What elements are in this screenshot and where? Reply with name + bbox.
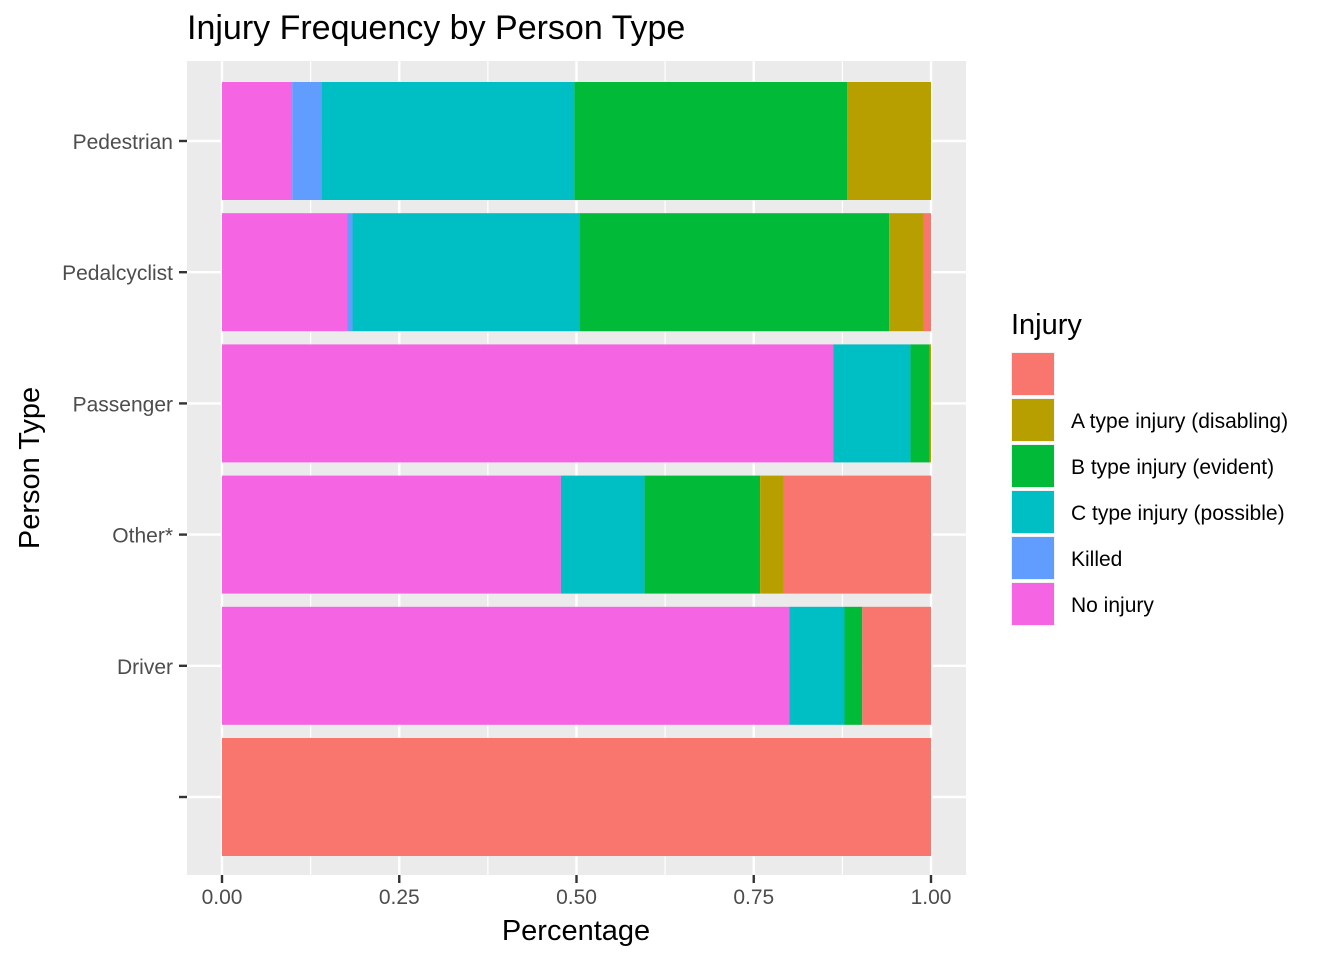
legend-key	[1012, 491, 1054, 533]
x-tick-label: 1.00	[911, 886, 952, 909]
bar-segment-killed	[292, 82, 322, 200]
legend-label: A type injury (disabling)	[1071, 410, 1288, 433]
bar-segment-a-type-injury-disabling-	[847, 82, 931, 200]
bar-segment-no-injury	[222, 606, 790, 725]
legend-key	[1012, 353, 1054, 395]
y-tick-label: Driver	[117, 656, 173, 679]
x-axis-title: Percentage	[502, 915, 650, 947]
y-tick-label: Other*	[112, 525, 173, 548]
bar-segment-a-type-injury-disabling-	[760, 475, 784, 594]
bar-segment-b-type-injury-evident-	[644, 475, 761, 594]
legend-key	[1012, 583, 1054, 625]
bar-segment-c-type-injury-possible-	[560, 475, 645, 594]
x-axis: 0.00 0.25 0.50 0.75 1.00	[202, 875, 952, 909]
legend-title: Injury	[1011, 309, 1082, 341]
bar-segment-blank	[222, 738, 931, 856]
bar-segment-blank	[783, 475, 931, 594]
chart-title: Injury Frequency by Person Type	[187, 9, 685, 47]
bars	[222, 82, 931, 856]
bar-segment-blank	[862, 606, 931, 725]
x-tick-label: 0.00	[202, 886, 243, 909]
bar-segment-b-type-injury-evident-	[910, 344, 930, 463]
legend-key	[1012, 537, 1054, 579]
y-axis-title: Person Type	[14, 387, 46, 549]
y-tick-label: Passenger	[73, 393, 173, 416]
legend-key	[1012, 399, 1054, 441]
bar-segment-c-type-injury-possible-	[321, 82, 575, 200]
bar-segment-killed	[347, 213, 353, 332]
bar-segment-no-injury	[222, 475, 561, 594]
bar-segment-b-type-injury-evident-	[579, 213, 890, 332]
y-tick-label: Pedalcyclist	[62, 262, 173, 285]
bar-segment-a-type-injury-disabling-	[929, 344, 931, 463]
bar-segment-blank	[923, 213, 931, 332]
legend-label: B type injury (evident)	[1071, 456, 1274, 479]
y-axis: Driver Other* Passenger Pedalcyclist Pedestr…	[62, 131, 187, 799]
bar-segment-a-type-injury-disabling-	[889, 213, 924, 332]
legend-label: No injury	[1071, 594, 1154, 617]
bar-segment-c-type-injury-possible-	[789, 606, 845, 725]
bar-segment-c-type-injury-possible-	[352, 213, 580, 332]
x-tick-label: 0.75	[733, 886, 774, 909]
bar-segment-no-injury	[222, 344, 834, 463]
bar-segment-no-injury	[222, 82, 293, 200]
x-tick-label: 0.50	[556, 886, 597, 909]
y-tick-label: Pedestrian	[73, 131, 173, 154]
legend-label: C type injury (possible)	[1071, 502, 1285, 525]
legend-label: Killed	[1071, 548, 1122, 571]
legend-key	[1012, 445, 1054, 487]
bar-segment-no-injury	[222, 213, 348, 332]
bar-segment-b-type-injury-evident-	[574, 82, 848, 200]
bar-segment-b-type-injury-evident-	[844, 606, 863, 725]
bar-segment-c-type-injury-possible-	[833, 344, 911, 463]
x-tick-label: 0.25	[379, 886, 420, 909]
legend: Injury A type injury (disabling) B type i…	[1011, 309, 1288, 626]
